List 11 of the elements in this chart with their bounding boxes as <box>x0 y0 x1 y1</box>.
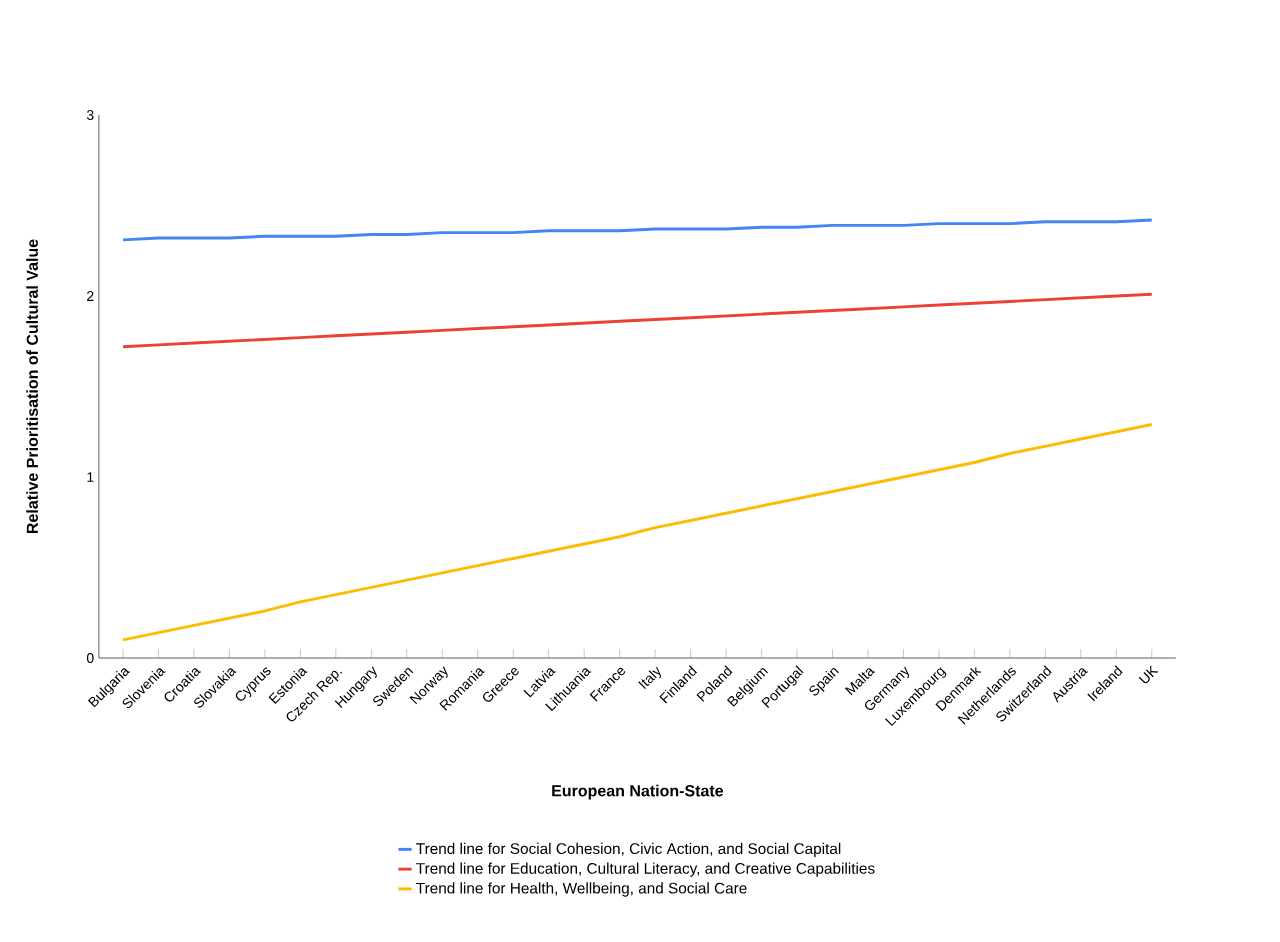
y-axis-title: Relative Prioritisation of Cultural Value <box>26 239 38 534</box>
y-tick-label: 0 <box>86 653 94 663</box>
x-tick-label: UK <box>1138 665 1159 684</box>
x-tick-label: Italy <box>638 666 661 690</box>
y-tick-label: 2 <box>87 291 94 301</box>
legend-label: Trend line for Education, Cultural Literacy, and Creative Capabilities <box>416 862 875 877</box>
y-tick-label: 3 <box>86 110 94 120</box>
legend-label: Trend line for Social Cohesion, Civic Action, and Social Capital <box>416 842 841 858</box>
y-tick-label: 1 <box>87 472 94 482</box>
legend-label: Trend line for Health, Wellbeing, and Social Care <box>416 882 747 897</box>
x-axis-title: European Nation-State <box>552 784 724 800</box>
